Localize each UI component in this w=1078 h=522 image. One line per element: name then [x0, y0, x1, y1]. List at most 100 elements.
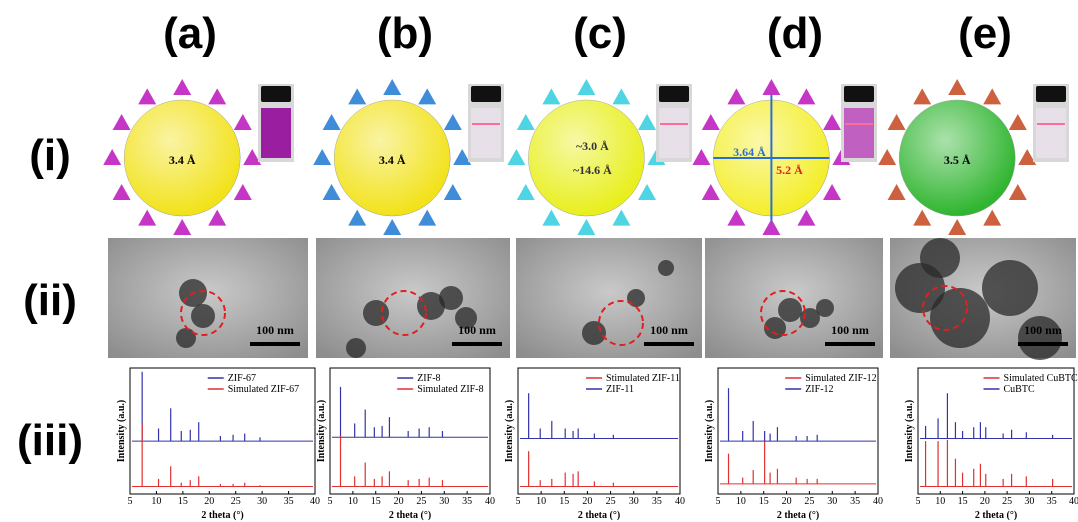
scale-bar-label: 100 nm [458, 323, 496, 337]
pore-label: ~14.6 Å [573, 163, 612, 177]
x-tick-label: 5 [328, 496, 333, 507]
particle [346, 338, 366, 358]
x-tick-label: 15 [958, 496, 968, 507]
x-tick-label: 40 [873, 496, 883, 507]
x-tick-label: 10 [151, 496, 161, 507]
y-axis-label: Intensity (a.u.) [504, 400, 515, 463]
pore-label: ~3.0 Å [576, 139, 609, 153]
x-tick-label: 15 [371, 496, 381, 507]
x-axis-label: 2 theta (°) [201, 510, 243, 521]
plot-frame [918, 368, 1074, 494]
tem-image [516, 238, 702, 358]
x-tick-label: 15 [178, 496, 188, 507]
x-tick-label: 5 [716, 496, 721, 507]
x-tick-label: 40 [485, 496, 495, 507]
x-tick-label: 35 [1047, 496, 1057, 507]
legend-label: ZIF-11 [606, 384, 634, 395]
x-tick-label: 15 [759, 496, 769, 507]
x-tick-label: 40 [310, 496, 320, 507]
x-tick-label: 30 [1024, 496, 1034, 507]
legend-label: ZIF-12 [805, 384, 833, 395]
column-label: (c) [573, 9, 627, 58]
legend-label: Simulated ZIF-8 [417, 384, 483, 395]
x-tick-label: 35 [284, 496, 294, 507]
particle [816, 299, 834, 317]
x-tick-label: 10 [935, 496, 945, 507]
sphere-shine [528, 100, 644, 216]
x-tick-label: 35 [652, 496, 662, 507]
scale-bar-label: 100 nm [256, 323, 294, 337]
x-tick-label: 25 [416, 496, 426, 507]
particle [582, 321, 606, 345]
x-axis-label: 2 theta (°) [578, 510, 620, 521]
scale-bar [825, 342, 875, 346]
pore-label: 3.5 Å [944, 153, 971, 167]
x-tick-label: 25 [804, 496, 814, 507]
x-tick-label: 30 [257, 496, 267, 507]
x-tick-label: 20 [582, 496, 592, 507]
row-label: (ii) [23, 276, 77, 325]
particle [439, 286, 463, 310]
x-tick-label: 10 [536, 496, 546, 507]
scale-bar [452, 342, 502, 346]
row-label: (iii) [17, 416, 83, 465]
x-tick-label: 30 [629, 496, 639, 507]
plot-frame [718, 368, 878, 494]
y-axis-label: Intensity (a.u.) [704, 400, 715, 463]
x-tick-label: 35 [850, 496, 860, 507]
scale-bar [1018, 342, 1068, 346]
tem-image [316, 238, 510, 358]
x-tick-label: 5 [516, 496, 521, 507]
vial-cap [1036, 86, 1066, 102]
x-tick-label: 40 [675, 496, 685, 507]
figure: (a)(b)(c)(d)(e)(i)(ii)(iii)3.4 Å3.4 Å~3.… [0, 0, 1078, 522]
legend-label: CuBTC [1004, 384, 1035, 395]
particle [658, 260, 674, 276]
y-axis-label: Intensity (a.u.) [904, 400, 915, 463]
row-label: (i) [29, 131, 71, 180]
legend-label: Simulated ZIF-67 [228, 384, 299, 395]
particle [363, 300, 389, 326]
x-tick-label: 35 [462, 496, 472, 507]
pore-label: 3.64 Å [733, 145, 766, 159]
vial-cap [844, 86, 874, 102]
legend-label: Simulated CuBTC [1004, 373, 1078, 384]
column-label: (e) [958, 9, 1012, 58]
x-tick-label: 20 [394, 496, 404, 507]
x-tick-label: 10 [348, 496, 358, 507]
particle [191, 304, 215, 328]
x-axis-label: 2 theta (°) [975, 510, 1017, 521]
x-tick-label: 25 [231, 496, 241, 507]
vial-cap [659, 86, 689, 102]
x-tick-label: 20 [782, 496, 792, 507]
x-tick-label: 15 [559, 496, 569, 507]
legend-label: Stimulated ZIF-11 [606, 373, 680, 384]
scale-bar-label: 100 nm [650, 323, 688, 337]
scale-bar [644, 342, 694, 346]
legend-label: Simulated ZIF-12 [805, 373, 876, 384]
particle [982, 260, 1038, 316]
y-axis-label: Intensity (a.u.) [116, 400, 127, 463]
tem-image [705, 238, 883, 358]
x-axis-label: 2 theta (°) [389, 510, 431, 521]
vial-liquid [261, 108, 291, 158]
y-axis-label: Intensity (a.u.) [316, 400, 327, 463]
x-tick-label: 20 [980, 496, 990, 507]
vial-cap [471, 86, 501, 102]
scale-bar-label: 100 nm [831, 323, 869, 337]
particle [920, 238, 960, 278]
x-tick-label: 25 [1002, 496, 1012, 507]
pore-label: 3.4 Å [379, 153, 406, 167]
vial-cap [261, 86, 291, 102]
column-label: (d) [767, 9, 823, 58]
scale-bar-label: 100 nm [1024, 323, 1062, 337]
particle [176, 328, 196, 348]
scale-bar [250, 342, 300, 346]
vial-liquid [659, 108, 689, 158]
pore-label: 3.4 Å [169, 153, 196, 167]
legend-label: ZIF-8 [417, 373, 440, 384]
particle [778, 298, 802, 322]
x-tick-label: 30 [827, 496, 837, 507]
column-label: (b) [377, 9, 433, 58]
pore-label: 5.2 Å [776, 163, 803, 177]
